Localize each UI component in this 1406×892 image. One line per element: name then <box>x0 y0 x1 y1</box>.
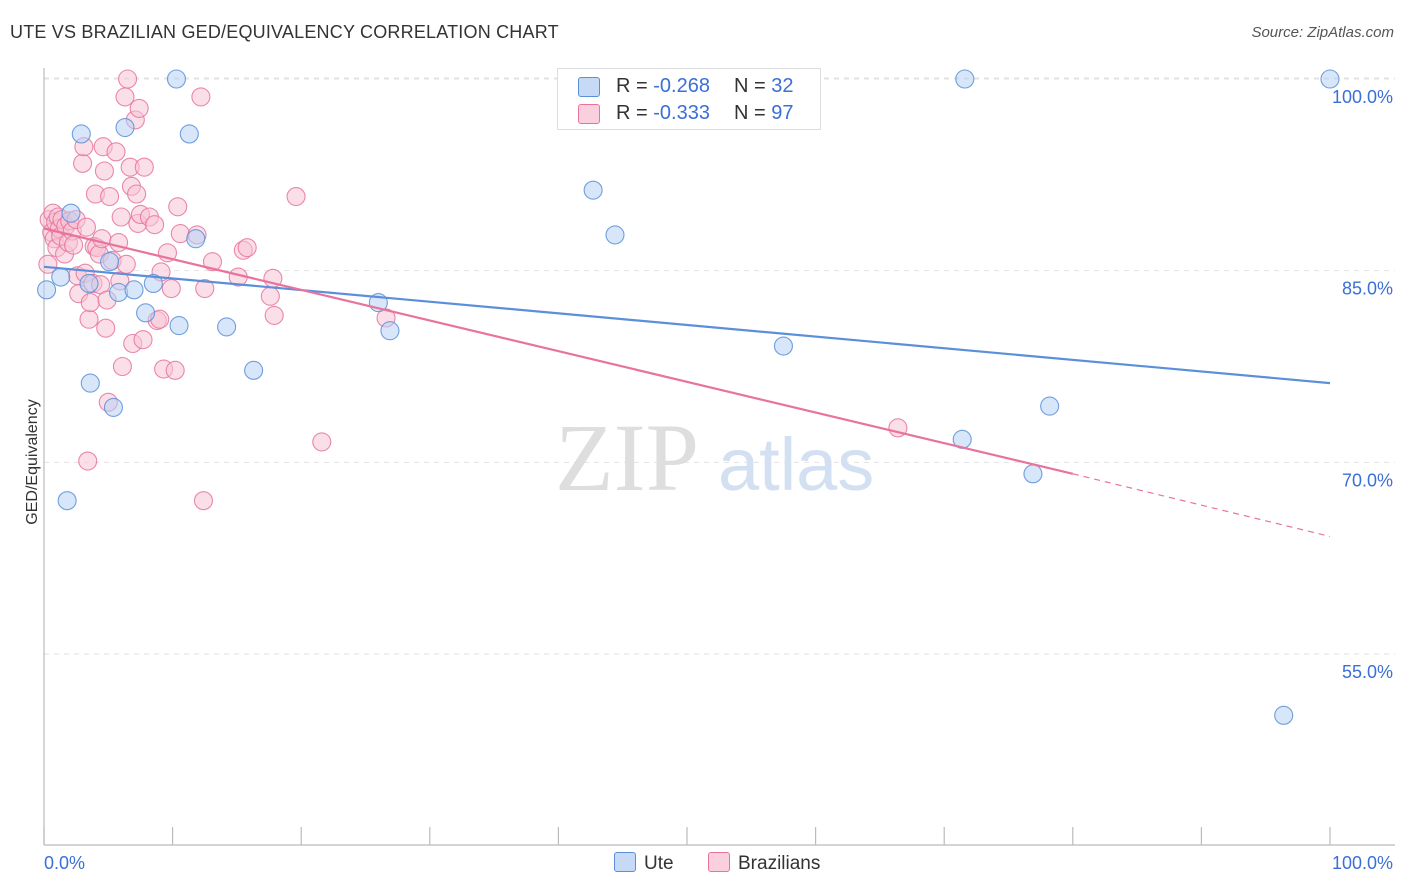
y-tick-label: 100.0% <box>1332 87 1393 107</box>
y-tick-label: 85.0% <box>1342 279 1393 299</box>
brazilians-point <box>264 305 284 325</box>
ute-point <box>57 491 77 511</box>
ute-point <box>115 118 135 138</box>
brazilians-point <box>237 238 257 258</box>
ute-point <box>166 69 187 89</box>
ute-n-label: N = <box>734 75 772 97</box>
ute-point <box>79 273 99 293</box>
ute-point <box>1320 69 1340 89</box>
ute-point <box>186 229 206 249</box>
brazilians-point <box>94 161 114 181</box>
ute-n-value: 32 <box>771 75 794 97</box>
y-tick-label: 70.0% <box>1342 470 1393 490</box>
brazilians-point <box>193 491 214 511</box>
brazilians-point <box>73 153 93 173</box>
brazilians-point <box>111 207 131 227</box>
ute-point <box>136 303 156 323</box>
watermark-atlas: atlas <box>718 423 874 506</box>
brazilians-r-label: R = <box>616 102 654 124</box>
ute-trend-line <box>43 265 1331 385</box>
ute-point <box>51 267 71 287</box>
brazilians-point <box>134 157 154 177</box>
correlation-legend: R = -0.268 N = 32 R = -0.333 N = 97 <box>557 68 821 130</box>
brazilians-swatch <box>578 104 600 124</box>
ute-point <box>143 273 163 293</box>
brazilians-legend-swatch <box>708 852 730 872</box>
brazilians-point <box>38 254 58 274</box>
ute-point <box>955 69 975 89</box>
watermark-zip: ZIP <box>555 404 699 511</box>
brazilians-point <box>260 286 280 306</box>
bottom-legend-ute: Ute <box>614 852 674 875</box>
x-tick-label-max: 100.0% <box>1332 853 1393 873</box>
brazilians-point <box>129 98 149 118</box>
axis-labels: 55.0% 70.0% 85.0% 100.0% 0.0% 100.0% GED/Equiv… <box>24 87 1393 873</box>
brazilians-legend-label: Brazilians <box>738 853 821 874</box>
brazilians-point <box>161 279 181 299</box>
ute-swatch <box>578 77 600 97</box>
ute-point <box>380 321 400 341</box>
brazilians-point <box>312 432 332 452</box>
y-tick-label: 55.0% <box>1342 662 1393 682</box>
brazilians-point <box>133 330 153 350</box>
ute-point <box>1023 464 1043 484</box>
brazilians-point <box>191 87 211 107</box>
brazilians-point <box>78 451 98 471</box>
ute-point <box>61 203 81 223</box>
x-tick-label-min: 0.0% <box>44 853 85 873</box>
ute-point <box>71 124 91 144</box>
ute-point <box>244 360 264 380</box>
ute-point <box>169 316 189 336</box>
brazilians-point <box>116 254 136 274</box>
brazilians-point <box>76 217 96 237</box>
brazilians-n-label: N = <box>734 102 772 124</box>
ute-point <box>1274 705 1294 725</box>
brazilians-trend-extension <box>1072 473 1331 538</box>
brazilians-point <box>112 356 132 377</box>
ute-point <box>217 317 237 337</box>
brazilians-point <box>96 318 116 338</box>
ute-point <box>100 252 120 272</box>
trend-lines <box>43 227 1331 538</box>
data-points <box>37 69 1340 725</box>
ute-point <box>80 373 100 393</box>
watermark: ZIP atlas <box>555 404 874 511</box>
bottom-legend-brazilians: Brazilians <box>708 852 820 875</box>
brazilians-r-value: -0.333 <box>653 102 710 124</box>
brazilians-n-value: 97 <box>771 102 794 124</box>
brazilians-point <box>286 187 306 207</box>
brazilians-point <box>92 229 112 249</box>
chart-title: UTE VS BRAZILIAN GED/EQUIVALENCY CORRELA… <box>10 22 559 42</box>
brazilians-point <box>80 293 100 313</box>
ute-point <box>583 180 603 200</box>
brazilians-point <box>118 69 138 89</box>
ute-legend-label: Ute <box>644 853 674 874</box>
brazilians-point <box>195 279 215 299</box>
brazilians-point <box>168 197 188 217</box>
ute-point <box>103 397 123 417</box>
brazilians-point <box>145 215 165 235</box>
ute-point <box>124 280 144 300</box>
y-axis-label: GED/Equivalency <box>24 399 41 524</box>
ute-point <box>179 124 199 144</box>
brazilians-trend-line <box>43 227 1074 475</box>
brazilians-point <box>202 252 223 272</box>
axes <box>43 68 1395 846</box>
ute-point <box>37 280 57 300</box>
ute-point <box>773 336 794 356</box>
ute-r-label: R = <box>616 75 654 97</box>
brazilians-point <box>127 184 147 204</box>
brazilians-point <box>100 187 120 207</box>
source-label: Source: ZipAtlas.com <box>1251 24 1394 41</box>
ute-legend-swatch <box>614 852 636 872</box>
ute-r-value: -0.268 <box>653 75 710 97</box>
ute-point <box>605 225 625 245</box>
brazilians-point <box>79 309 99 329</box>
brazilians-point <box>106 142 126 162</box>
brazilians-point <box>165 360 185 380</box>
ute-point <box>1040 396 1060 416</box>
brazilians-point <box>64 235 84 255</box>
